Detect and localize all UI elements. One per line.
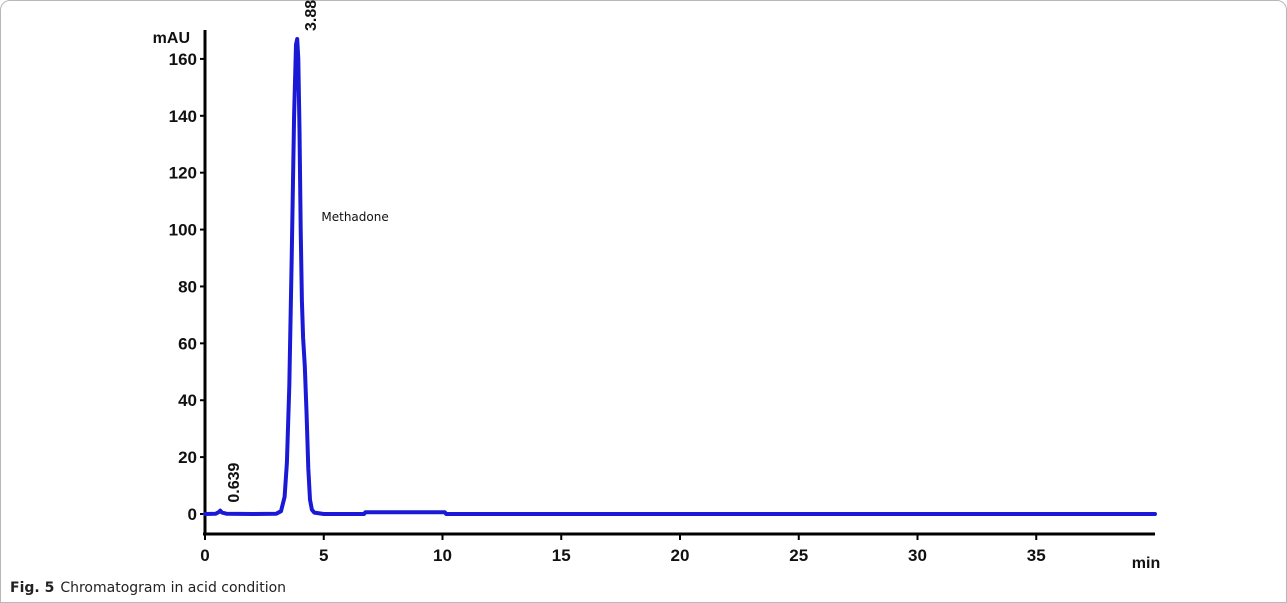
y-tick-label: 0: [188, 505, 197, 524]
figure-number: Fig. 5: [10, 580, 55, 596]
y-tick-label: 60: [178, 334, 197, 353]
x-tick-label: 0: [200, 546, 209, 565]
x-tick-label: 10: [433, 546, 452, 565]
peak-label: 0.639: [226, 462, 243, 502]
y-tick-label: 40: [178, 391, 197, 410]
peak-label: 3.883: [303, 0, 320, 31]
x-tick-label: 20: [671, 546, 690, 565]
y-tick-label: 20: [178, 448, 197, 467]
x-tick-label: 30: [908, 546, 927, 565]
y-tick-label: 160: [169, 50, 197, 69]
y-axis-label: mAU: [153, 30, 190, 47]
x-tick-label: 15: [552, 546, 571, 565]
series-line: [203, 37, 1157, 516]
y-tick-label: 100: [169, 221, 197, 240]
peak-labels: 0.639 3.883: [226, 0, 320, 503]
figure-caption: Fig. 5 Chromatogram in acid condition: [10, 580, 286, 596]
y-tick-label: 120: [169, 164, 197, 183]
x-tick-label: 25: [789, 546, 808, 565]
x-axis-label: min: [1132, 555, 1160, 572]
y-ticks: 0 20 40 60 80 100 120 140 160: [169, 50, 205, 524]
axes: [203, 30, 1155, 536]
compound-annotation: Methadone: [321, 210, 388, 224]
caption-text: Chromatogram in acid condition: [60, 580, 287, 596]
x-tick-label: 5: [319, 546, 328, 565]
x-tick-label: 35: [1027, 546, 1046, 565]
x-ticks: 0 5 10 15 20 25 30 35: [200, 534, 1046, 565]
annotations: Methadone: [321, 210, 388, 224]
y-tick-label: 80: [178, 277, 197, 296]
y-tick-label: 140: [169, 107, 197, 126]
chromatogram-chart: 0 20 40 60 80 100 120 140 160 0 5 10 15 20 25 30 35 mAU…: [153, 0, 1161, 572]
